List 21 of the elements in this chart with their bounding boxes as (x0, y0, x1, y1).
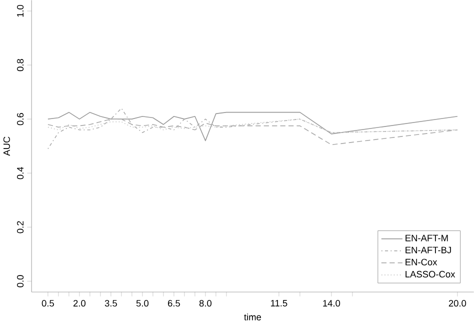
x-tick-label: 3.5 (104, 300, 117, 307)
x-tick-label: 0.5 (42, 300, 54, 307)
x-tick-label: 2.0 (73, 300, 86, 307)
y-tick-label: 0.0 (17, 275, 24, 288)
legend-label: LASSO-Cox (406, 271, 456, 278)
x-tick-label: 14.0 (323, 300, 340, 307)
x-axis-title: time (244, 314, 262, 320)
y-axis-title: AUC (3, 136, 10, 156)
x-tick-label: 8.0 (199, 300, 212, 307)
y-tick-label: 0.6 (17, 113, 24, 126)
y-tick-label: 0.2 (17, 221, 24, 234)
legend-label: EN-AFT-M (406, 234, 448, 242)
x-tick-label: 20.0 (448, 300, 466, 307)
legend-label: EN-Cox (406, 258, 438, 266)
x-tick-label: 6.5 (168, 300, 180, 307)
y-tick-label: 1.0 (17, 5, 24, 17)
x-tick-label: 5.0 (136, 300, 149, 307)
y-tick-label: 0.4 (17, 167, 24, 180)
legend-label: EN-AFT-BJ (406, 246, 451, 254)
y-tick-label: 0.8 (17, 59, 24, 72)
x-tick-label: 11.5 (270, 300, 288, 307)
